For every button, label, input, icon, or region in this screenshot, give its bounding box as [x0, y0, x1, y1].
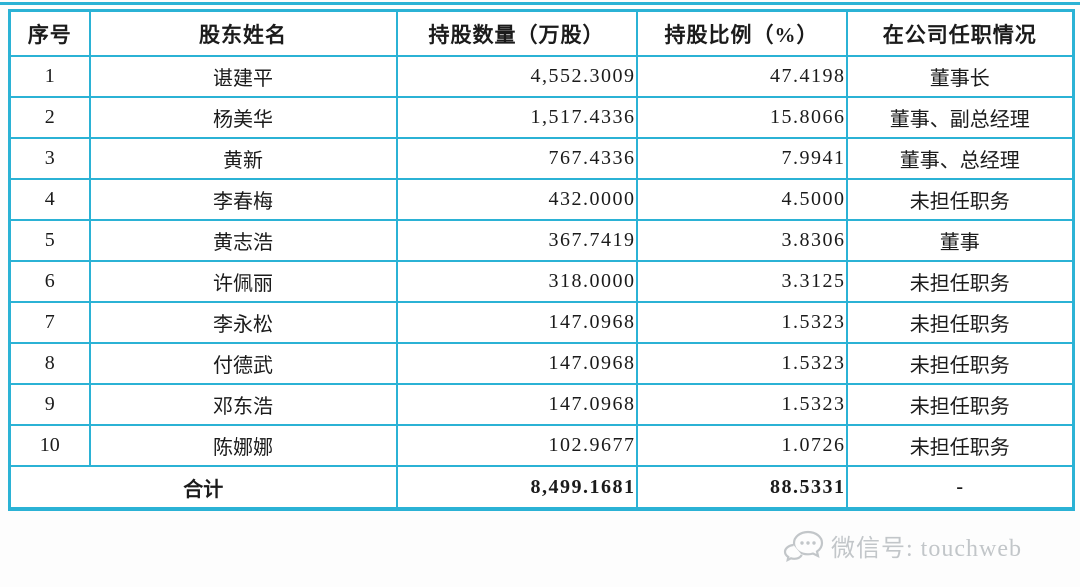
cell-index: 10 [8, 424, 91, 467]
total-ratio: 88.5331 [635, 465, 848, 510]
cell-name: 李永松 [88, 301, 398, 344]
table-row: 1 谌建平 4,552.3009 47.4198 董事长 [8, 55, 1075, 98]
cell-position: 董事长 [845, 55, 1075, 98]
cell-ratio: 7.9941 [635, 137, 848, 180]
cell-index: 8 [8, 342, 91, 385]
table-row: 2 杨美华 1,517.4336 15.8066 董事、副总经理 [8, 96, 1075, 139]
cell-ratio: 47.4198 [635, 55, 848, 98]
header-name: 股东姓名 [88, 9, 398, 57]
cell-name: 付德武 [88, 342, 398, 385]
cell-position: 未担任职务 [845, 178, 1075, 221]
table-row: 3 黄新 767.4336 7.9941 董事、总经理 [8, 137, 1075, 180]
cell-shares: 432.0000 [395, 178, 638, 221]
cell-name: 黄新 [88, 137, 398, 180]
table-row: 9 邓东浩 147.0968 1.5323 未担任职务 [8, 383, 1075, 426]
cell-name: 陈娜娜 [88, 424, 398, 467]
header-position: 在公司任职情况 [845, 9, 1075, 57]
table-row: 10 陈娜娜 102.9677 1.0726 未担任职务 [8, 424, 1075, 467]
cell-index: 6 [8, 260, 91, 303]
cell-name: 谌建平 [88, 55, 398, 98]
cell-shares: 4,552.3009 [395, 55, 638, 98]
top-divider-line [0, 2, 1080, 5]
cell-ratio: 4.5000 [635, 178, 848, 221]
header-ratio: 持股比例（%） [635, 9, 848, 57]
cell-ratio: 1.5323 [635, 383, 848, 426]
cell-ratio: 1.5323 [635, 301, 848, 344]
wechat-icon [782, 529, 824, 563]
cell-position: 未担任职务 [845, 383, 1075, 426]
cell-ratio: 1.5323 [635, 342, 848, 385]
cell-ratio: 15.8066 [635, 96, 848, 139]
cell-position: 未担任职务 [845, 301, 1075, 344]
cell-shares: 767.4336 [395, 137, 638, 180]
cell-name: 邓东浩 [88, 383, 398, 426]
cell-position: 董事、总经理 [845, 137, 1075, 180]
cell-position: 未担任职务 [845, 260, 1075, 303]
cell-shares: 147.0968 [395, 301, 638, 344]
header-row: 序号 股东姓名 持股数量（万股） 持股比例（%） 在公司任职情况 [8, 9, 1075, 57]
table-row: 8 付德武 147.0968 1.5323 未担任职务 [8, 342, 1075, 385]
cell-position: 董事、副总经理 [845, 96, 1075, 139]
table-row: 7 李永松 147.0968 1.5323 未担任职务 [8, 301, 1075, 344]
table-row: 4 李春梅 432.0000 4.5000 未担任职务 [8, 178, 1075, 221]
cell-ratio: 1.0726 [635, 424, 848, 467]
header-index: 序号 [8, 9, 91, 57]
cell-shares: 147.0968 [395, 383, 638, 426]
cell-name: 李春梅 [88, 178, 398, 221]
cell-shares: 1,517.4336 [395, 96, 638, 139]
cell-position: 未担任职务 [845, 342, 1075, 385]
total-row: 合计 8,499.1681 88.5331 - [8, 465, 1075, 510]
total-label: 合计 [8, 465, 398, 510]
cell-name: 杨美华 [88, 96, 398, 139]
cell-index: 9 [8, 383, 91, 426]
cell-shares: 147.0968 [395, 342, 638, 385]
cell-name: 许佩丽 [88, 260, 398, 303]
cell-shares: 367.7419 [395, 219, 638, 262]
cell-index: 1 [8, 55, 91, 98]
cell-position: 未担任职务 [845, 424, 1075, 467]
total-shares: 8,499.1681 [395, 465, 638, 510]
cell-index: 4 [8, 178, 91, 221]
watermark-text: 微信号: touchweb [831, 536, 1022, 562]
cell-index: 3 [8, 137, 91, 180]
table-row: 6 许佩丽 318.0000 3.3125 未担任职务 [8, 260, 1075, 303]
cell-index: 7 [8, 301, 91, 344]
shareholders-table: 序号 股东姓名 持股数量（万股） 持股比例（%） 在公司任职情况 1 谌建平 4… [8, 9, 1075, 511]
cell-position: 董事 [845, 219, 1075, 262]
cell-shares: 318.0000 [395, 260, 638, 303]
cell-ratio: 3.8306 [635, 219, 848, 262]
cell-shares: 102.9677 [395, 424, 638, 467]
cell-index: 2 [8, 96, 91, 139]
header-shares: 持股数量（万股） [395, 9, 638, 57]
table-row: 5 黄志浩 367.7419 3.8306 董事 [8, 219, 1075, 262]
cell-ratio: 3.3125 [635, 260, 848, 303]
cell-name: 黄志浩 [88, 219, 398, 262]
watermark: 微信号: touchweb [782, 528, 1022, 563]
total-position: - [845, 465, 1075, 510]
cell-index: 5 [8, 219, 91, 262]
